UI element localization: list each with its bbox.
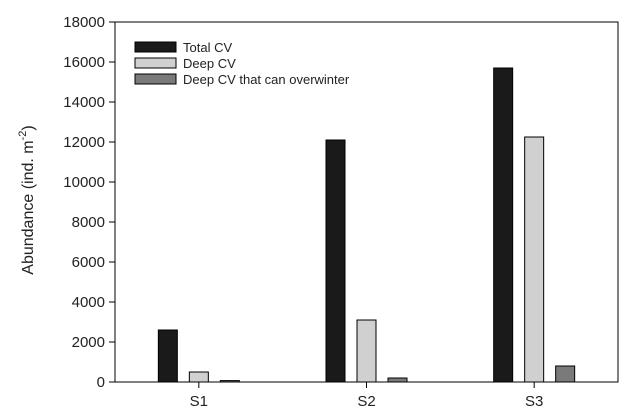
- y-tick-label: 6000: [72, 254, 105, 271]
- x-tick-label: S2: [357, 393, 375, 410]
- bar: [356, 319, 377, 383]
- y-axis-title-superscript: -2: [17, 131, 29, 141]
- bar: [325, 139, 346, 383]
- y-axis-ticks: 0 2000 4000 6000 8000 10000 12000 14000 16000 180…: [63, 14, 115, 391]
- y-tick-label: 4000: [72, 294, 105, 311]
- y-tick-label: 14000: [63, 94, 105, 111]
- bar: [524, 136, 545, 383]
- bar: [157, 329, 178, 383]
- y-tick-label: 2000: [72, 334, 105, 351]
- bar: [493, 67, 514, 383]
- bar: [188, 371, 209, 383]
- y-tick-label: 8000: [72, 214, 105, 231]
- x-tick-label: S1: [190, 393, 208, 410]
- y-axis-title-main: Abundance (ind. m: [20, 140, 37, 274]
- y-tick-label: 12000: [63, 134, 105, 151]
- y-tick-label: 16000: [63, 54, 105, 71]
- y-axis-title-end: ): [20, 125, 37, 130]
- legend-swatch: [134, 41, 177, 53]
- x-tick-label: S3: [525, 393, 543, 410]
- legend-label: Deep CV: [183, 56, 236, 71]
- legend-label: Total CV: [183, 40, 232, 55]
- legend-swatch: [134, 57, 177, 69]
- bar: [219, 380, 240, 383]
- bars: [157, 67, 576, 383]
- bar: [387, 377, 408, 383]
- legend-label: Deep CV that can overwinter: [183, 72, 350, 87]
- y-tick-label: 0: [97, 374, 105, 391]
- bar: [555, 365, 576, 383]
- y-tick-label: 10000: [63, 174, 105, 191]
- y-tick-label: 18000: [63, 14, 105, 31]
- x-axis-ticks: S1 S2 S3: [190, 382, 543, 410]
- y-axis-title: Abundance (ind. m-2): [17, 125, 37, 274]
- legend-swatch: [134, 73, 177, 85]
